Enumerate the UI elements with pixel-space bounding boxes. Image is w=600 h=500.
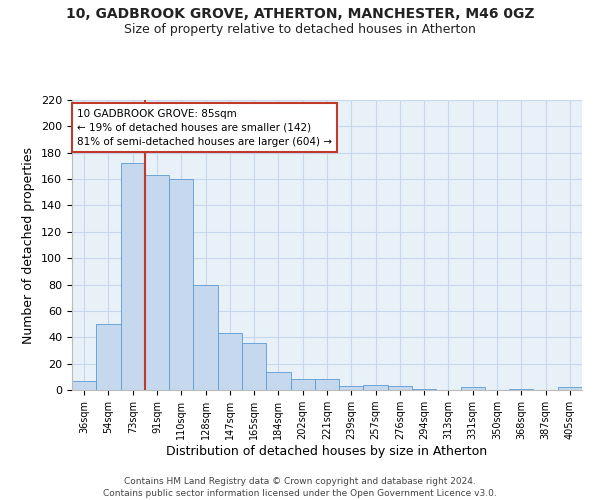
Bar [315,380,339,390]
Text: 10, GADBROOK GROVE, ATHERTON, MANCHESTER, M46 0GZ: 10, GADBROOK GROVE, ATHERTON, MANCHESTER… [66,8,534,22]
Text: Contains HM Land Registry data © Crown copyright and database right 2024.: Contains HM Land Registry data © Crown c… [124,478,476,486]
Bar [145,175,169,390]
Bar [290,380,315,390]
Bar [339,386,364,390]
Bar [364,384,388,390]
Y-axis label: Number of detached properties: Number of detached properties [22,146,35,344]
Bar [121,164,145,390]
Bar [558,388,582,390]
Bar [388,386,412,390]
Bar [96,324,121,390]
Bar [72,381,96,390]
X-axis label: Distribution of detached houses by size in Atherton: Distribution of detached houses by size … [166,445,488,458]
Bar [218,334,242,390]
Bar [242,342,266,390]
Bar [169,179,193,390]
Text: Contains public sector information licensed under the Open Government Licence v3: Contains public sector information licen… [103,489,497,498]
Text: 10 GADBROOK GROVE: 85sqm
← 19% of detached houses are smaller (142)
81% of semi-: 10 GADBROOK GROVE: 85sqm ← 19% of detach… [77,108,332,146]
Bar [193,284,218,390]
Bar [461,388,485,390]
Text: Size of property relative to detached houses in Atherton: Size of property relative to detached ho… [124,22,476,36]
Bar [509,388,533,390]
Bar [412,388,436,390]
Bar [266,372,290,390]
